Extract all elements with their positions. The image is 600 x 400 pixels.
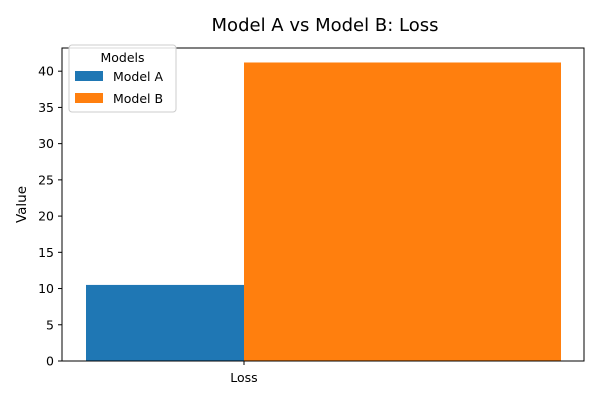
legend-swatch-model-a [75,71,103,81]
y-ticks-group: 0 5 10 15 20 25 30 35 40 [38,64,62,369]
legend-label-model-b: Model B [113,91,163,106]
y-tick-label: 10 [38,281,54,296]
bar-model-b-loss [244,62,561,361]
plot-frame [61,47,585,362]
y-tick-label: 30 [38,136,54,151]
x-ticks-group: Loss [230,361,258,385]
x-tick-label: Loss [230,370,257,385]
bars-group [86,62,561,361]
legend-title: Models [100,50,144,65]
y-tick-label: 35 [38,100,54,115]
y-tick-label: 20 [38,209,54,224]
legend-label-model-a: Model A [113,69,164,84]
y-tick-label: 25 [38,172,54,187]
legend: Models Model A Model B [68,44,177,113]
legend-swatch-model-b [75,93,103,103]
y-tick-label: 40 [38,64,54,79]
y-tick-label: 15 [38,245,54,260]
bar-model-a-loss [86,284,244,361]
chart-title: Model A vs Model B: Loss [212,15,439,36]
y-tick-label: 5 [46,317,54,332]
y-axis-label: Value [14,186,30,223]
y-tick-label: 0 [46,354,54,369]
